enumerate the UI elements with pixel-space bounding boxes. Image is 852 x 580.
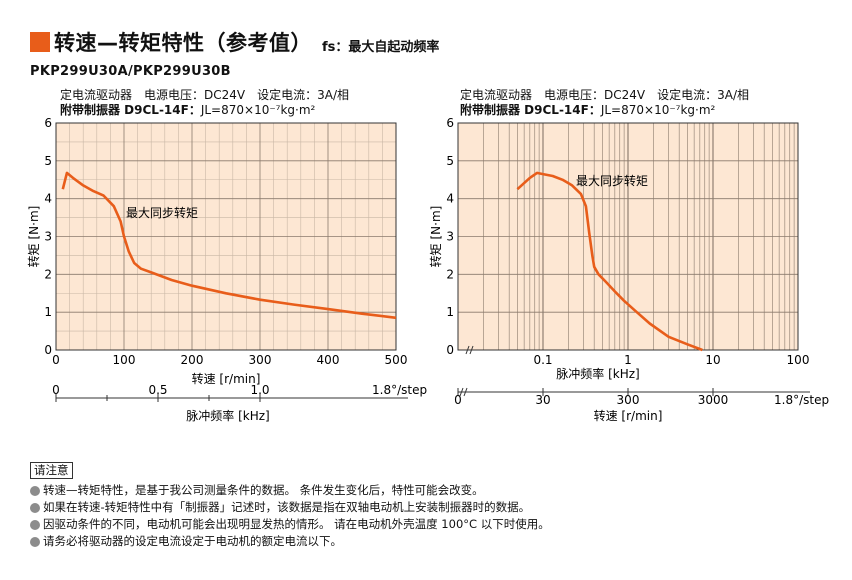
x-tick-label: 100	[787, 353, 810, 367]
secondary-tick-label: 1.0	[250, 383, 269, 397]
y-tick-label: 6	[44, 116, 52, 130]
x-axis-label: 转速 [r/min]	[192, 371, 261, 386]
x-tick-label: 0	[52, 353, 60, 367]
title-note: fs：最大自起动频率	[322, 39, 440, 55]
x-axis-label: 脉冲频率 [kHz]	[556, 366, 639, 381]
bullet-icon	[30, 519, 40, 530]
condition-line-1: 定电流驱动器 电源电压：DC24V 设定电流：3A/相	[60, 88, 349, 102]
series-line	[516, 171, 703, 352]
y-tick-label: 3	[44, 230, 52, 244]
model-name: PKP299U30A/PKP299U30B	[30, 64, 231, 79]
chart-linear: 0 1 2 3 4 5 6 0 100 200 300 400 500 转矩 [N·m] 转速 [r/min…	[26, 116, 427, 423]
secondary-tick-label: 30	[535, 393, 550, 407]
series-label: 最大同步转矩	[576, 173, 648, 188]
y-tick-label: 1	[446, 305, 454, 319]
y-tick-label: 4	[44, 192, 52, 206]
notes-section: 请注意 转速—转矩特性，是基于我公司测量条件的数据。 条件发生变化后，特性可能会…	[30, 462, 550, 550]
axis-break-mark	[465, 345, 474, 355]
y-tick-label: 0	[446, 343, 454, 357]
note-item: 因驱动条件的不同，电动机可能会出现明显发热的情形。 请在电动机外壳温度 100°…	[30, 516, 550, 533]
x-tick-label: 300	[249, 353, 272, 367]
y-tick-label: 3	[446, 230, 454, 244]
series-line	[61, 171, 397, 320]
secondary-tick-label: 300	[617, 393, 640, 407]
condition-inertia: JL=870×10⁻⁷kg·m²	[600, 103, 716, 117]
y-tick-label: 5	[446, 154, 454, 168]
y-tick-label: 4	[446, 192, 454, 206]
secondary-axis-label: 脉冲频率 [kHz]	[186, 408, 269, 423]
x-tick-label: 1	[624, 353, 632, 367]
y-tick-label: 2	[446, 267, 454, 281]
plot-frame	[55, 122, 397, 351]
plot-frame	[457, 122, 799, 351]
secondary-axis-label: 转速 [r/min]	[594, 408, 663, 423]
condition-damper-label: 附带制振器 D9CL-14F：	[60, 103, 201, 117]
y-tick-label: 1	[44, 305, 52, 319]
step-label: 1.8°/step	[372, 383, 427, 397]
note-item: 请务必将驱动器的设定电流设定于电动机的额定电流以下。	[30, 533, 550, 550]
note-item: 如果在转速-转矩特性中有「制振器」记述时，该数据是指在双轴电动机上安装制振器时的…	[30, 499, 550, 516]
x-tick-label: 200	[181, 353, 204, 367]
condition-line-1: 定电流驱动器 电源电压：DC24V 设定电流：3A/相	[460, 88, 749, 102]
series-label: 最大同步转矩	[126, 205, 198, 220]
chart-log: 0 1 2 3 4 5 6 0.1 1 10 100 转矩 [N·m] 脉冲频率 [kHz] 最大同步转矩…	[428, 116, 829, 423]
x-tick-label: 400	[317, 353, 340, 367]
y-tick-label: 0	[44, 343, 52, 357]
x-tick-label: 10	[705, 353, 720, 367]
conditions-left: 定电流驱动器 电源电压：DC24V 设定电流：3A/相 附带制振器 D9CL-1…	[60, 88, 349, 118]
y-tick-label: 2	[44, 267, 52, 281]
condition-damper-label: 附带制振器 D9CL-14F：	[460, 103, 601, 117]
y-axis-label: 转矩 [N·m]	[26, 206, 41, 268]
axis-break-mark	[459, 387, 468, 397]
secondary-tick-label: 0	[454, 393, 462, 407]
notes-title: 请注意	[30, 462, 73, 479]
y-axis-label: 转矩 [N·m]	[428, 206, 443, 268]
condition-inertia: JL=870×10⁻⁷kg·m²	[200, 103, 316, 117]
step-label: 1.8°/step	[774, 393, 829, 407]
secondary-tick-label: 3000	[698, 393, 729, 407]
bullet-icon	[30, 502, 40, 513]
secondary-tick-label: 0.5	[148, 383, 167, 397]
bullet-icon	[30, 536, 40, 547]
note-item: 转速—转矩特性，是基于我公司测量条件的数据。 条件发生变化后，特性可能会改变。	[30, 482, 550, 499]
title-marker	[30, 32, 50, 52]
bullet-icon	[30, 485, 40, 496]
page-title: 转速—转矩特性（参考值）	[54, 31, 312, 55]
x-tick-label: 500	[385, 353, 408, 367]
x-tick-label: 100	[113, 353, 136, 367]
y-tick-label: 5	[44, 154, 52, 168]
secondary-tick-label: 0	[52, 383, 60, 397]
title-row: 转速—转矩特性（参考值） fs：最大自起动频率	[30, 28, 439, 56]
x-tick-label: 0.1	[533, 353, 552, 367]
y-tick-label: 6	[446, 116, 454, 130]
conditions-right: 定电流驱动器 电源电压：DC24V 设定电流：3A/相 附带制振器 D9CL-1…	[460, 88, 749, 118]
